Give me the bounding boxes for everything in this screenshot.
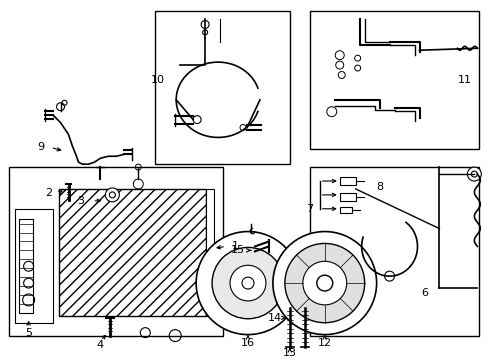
Text: 1: 1 [231,242,238,251]
Text: 13: 13 [282,348,296,359]
Circle shape [272,231,376,334]
Text: 12: 12 [317,338,331,347]
Circle shape [196,231,299,334]
Text: 11: 11 [456,75,470,85]
Text: 14: 14 [267,313,282,323]
Circle shape [229,265,265,301]
Bar [19,219,33,313]
Bar [9,167,223,336]
Circle shape [302,261,346,305]
Bar [339,193,355,201]
Text: 4: 4 [97,341,104,351]
Text: 5: 5 [25,328,32,338]
Text: 10: 10 [151,75,165,85]
Text: 3: 3 [77,196,84,206]
Text: 15: 15 [230,246,244,255]
Bar [309,167,478,336]
Text: 8: 8 [375,182,383,192]
Circle shape [212,247,284,319]
Bar [339,207,351,213]
Bar [205,189,214,316]
Circle shape [467,167,480,181]
Bar [309,10,478,149]
Circle shape [105,188,119,202]
Bar [59,189,205,316]
Bar [15,209,52,323]
Bar [339,177,355,185]
Circle shape [285,243,364,323]
Bar [155,10,289,164]
Text: 6: 6 [420,288,427,298]
Text: 16: 16 [241,338,254,347]
Text: 2: 2 [45,188,52,198]
Text: 9: 9 [37,142,44,152]
Text: 7: 7 [305,204,313,214]
